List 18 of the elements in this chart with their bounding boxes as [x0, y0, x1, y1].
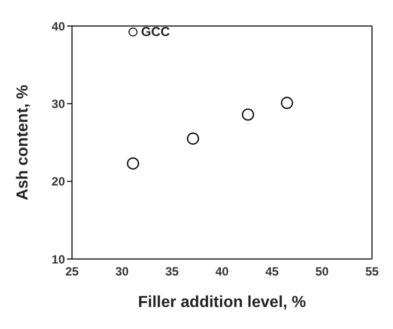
y-tick-label: 30: [52, 96, 66, 111]
x-tick-label: 55: [365, 264, 379, 279]
legend-label: GCC: [141, 24, 170, 39]
point: [186, 132, 200, 145]
x-tick-label: 50: [315, 264, 329, 279]
point: [242, 108, 254, 121]
x-tick-label: 35: [165, 264, 179, 279]
y-tick-label: 20: [52, 174, 66, 189]
x-tick-label: 40: [215, 264, 229, 279]
y-axis-title: Ash content, %: [14, 84, 32, 200]
y-tick-label: 10: [52, 252, 66, 266]
x-tick-label: 30: [115, 264, 129, 279]
y-tick-label: 40: [52, 19, 66, 34]
x-tick-label: 25: [65, 264, 79, 279]
point: [126, 157, 140, 170]
point: [280, 96, 294, 109]
x-tick-label: 45: [265, 264, 279, 279]
x-axis-title: Filler addition level, %: [138, 294, 306, 311]
